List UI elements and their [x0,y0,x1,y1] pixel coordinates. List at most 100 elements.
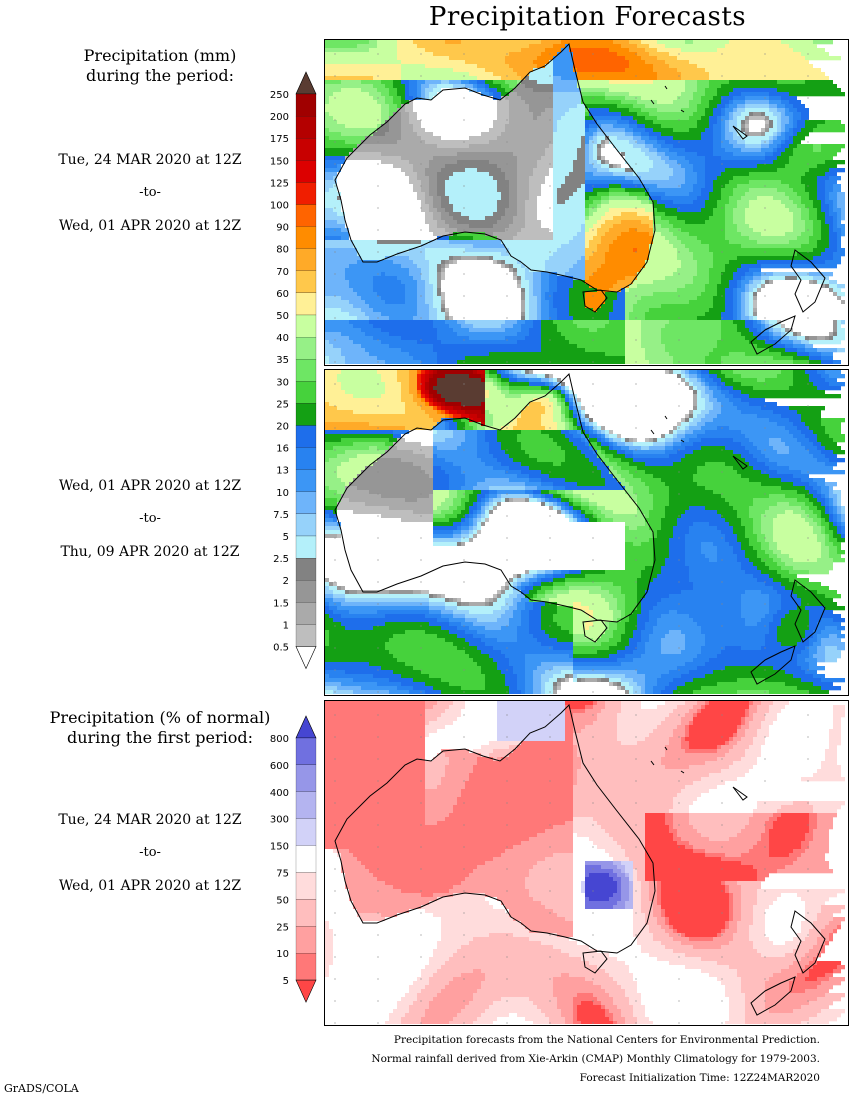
pct-colorbar: 800 600 400 300 150 75 50 25 10 5 [270,715,317,1003]
pct-level-label: 150 [270,842,289,853]
pct-level-label: 75 [276,869,289,880]
mm-swatch-4 [295,182,317,205]
mm-swatch-5 [295,204,317,227]
mm-level-label: 10 [276,488,289,499]
period-1-dates: Tue, 24 MAR 2020 at 12Z -to- Wed, 01 APR… [20,150,280,249]
mm-under-triangle [295,646,317,670]
mm-level-label: 7.5 [273,510,289,521]
pct-level-label: 400 [270,788,289,799]
mm-over-triangle [295,71,317,95]
map2-tasmania-coastline [582,619,608,643]
pct-swatch-2 [295,791,317,819]
pct-under-triangle [295,979,317,1003]
mm-swatch-20 [295,535,317,559]
map3-australia-coastline [334,704,656,954]
mm-swatch-17 [295,469,317,492]
mm-level-label: 25 [276,399,289,410]
mm-level-label: 150 [270,156,289,167]
map3-nz-south-coastline [750,976,796,1016]
mm-legend-heading: Precipitation (mm) during the period: [83,46,237,85]
mm-colorbar: 2502001751501251009080706050403530252016… [270,71,317,670]
precip-percent-normal-map [324,700,849,1026]
map3-tasmania-coastline [582,950,608,974]
mm-level-label: 70 [276,267,289,278]
pct-level-label: 10 [276,949,289,960]
mm-level-label: 125 [270,178,289,189]
mm-swatch-1 [295,115,317,139]
mm-swatch-16 [295,447,317,470]
pct-swatch-7 [295,926,317,954]
map3-grid-dots [334,714,809,1024]
mm-level-label: 35 [276,355,289,366]
mm-swatch-10 [295,314,317,338]
period-3-dates: Tue, 24 MAR 2020 at 12Z -to- Wed, 01 APR… [20,810,280,909]
mm-level-label: 5 [283,532,289,543]
mm-swatch-22 [295,580,317,603]
mm-swatch-13 [295,381,317,404]
period-1-start: Tue, 24 MAR 2020 at 12Z [58,152,242,168]
pct-level-label: 50 [276,895,289,906]
mm-swatch-14 [295,403,317,426]
mm-level-label: 90 [276,223,289,234]
mm-level-label: 2 [283,576,289,587]
map2-nz-south-coastline [750,645,796,685]
footer-notes: Precipitation forecasts from the Nationa… [300,1031,820,1088]
footer-line-3: Forecast Initialization Time: 12Z24MAR20… [579,1072,820,1084]
mm-level-label: 2.5 [273,554,289,565]
period-1-end: Wed, 01 APR 2020 at 12Z [58,218,242,234]
footer-line-1: Precipitation forecasts from the Nationa… [393,1034,820,1046]
grads-credit: GrADS/COLA [4,1082,79,1095]
mm-swatch-23 [295,602,317,625]
mm-swatch-12 [295,359,317,382]
mm-swatch-0 [295,93,317,117]
footer-line-2: Normal rainfall derived from Xie-Arkin (… [371,1053,820,1065]
mm-swatch-6 [295,226,317,249]
period-3-to: -to- [139,845,161,860]
mm-swatch-18 [295,491,317,514]
mm-swatch-3 [295,160,317,183]
mm-level-label: 30 [276,377,289,388]
map1-island-outlines [650,85,748,140]
pct-swatch-8 [295,953,317,981]
map3-field [325,701,845,1024]
mm-level-label: 250 [270,90,289,101]
precip-map-1-canvas [325,40,845,364]
map2-island-outlines [650,415,748,470]
mm-swatch-21 [295,558,317,581]
period-2-start: Wed, 01 APR 2020 at 12Z [58,478,242,494]
mm-swatch-15 [295,425,317,448]
mm-level-label: 1.5 [273,598,289,609]
precip-map-2-canvas [325,370,845,694]
mm-level-label: 40 [276,333,289,344]
map3-island-outlines [650,746,748,801]
mm-level-label: 0.5 [273,643,289,654]
map1-nz-north-coastline [790,249,826,313]
pct-swatch-5 [295,872,317,900]
map1-tasmania-coastline [582,289,608,313]
map1-grid-dots [334,53,809,363]
map1-nz-south-coastline [750,315,796,355]
mm-level-label: 200 [270,112,289,123]
precip-map-period-1 [324,39,849,366]
map2-grid-dots [334,383,809,693]
period-2-dates: Wed, 01 APR 2020 at 12Z -to- Thu, 09 APR… [20,476,280,575]
mm-level-label: 13 [276,466,289,477]
pct-level-label: 5 [283,976,289,987]
mm-color-legend: 250 200 175 150 125 100 90 80 70 60 50 40 35 30 25 20 16… [270,71,318,673]
mm-level-label: 100 [270,201,289,212]
pct-level-label: 300 [270,815,289,826]
map2-field [325,370,845,694]
mm-swatch-24 [295,624,317,647]
pct-level-label: 25 [276,922,289,933]
map3-nz-north-coastline [790,910,826,974]
pct-over-triangle [295,715,317,739]
pct-swatch-0 [295,737,317,765]
mm-level-label: 175 [270,134,289,145]
mm-level-label: 80 [276,245,289,256]
mm-level-label: 60 [276,289,289,300]
period-1-to: -to- [139,185,161,200]
mm-swatch-7 [295,248,317,271]
pct-color-legend: 800 600 400 300 150 75 50 25 10 5 [270,715,318,1006]
period-3-start: Tue, 24 MAR 2020 at 12Z [58,812,242,828]
pct-level-label: 600 [270,761,289,772]
